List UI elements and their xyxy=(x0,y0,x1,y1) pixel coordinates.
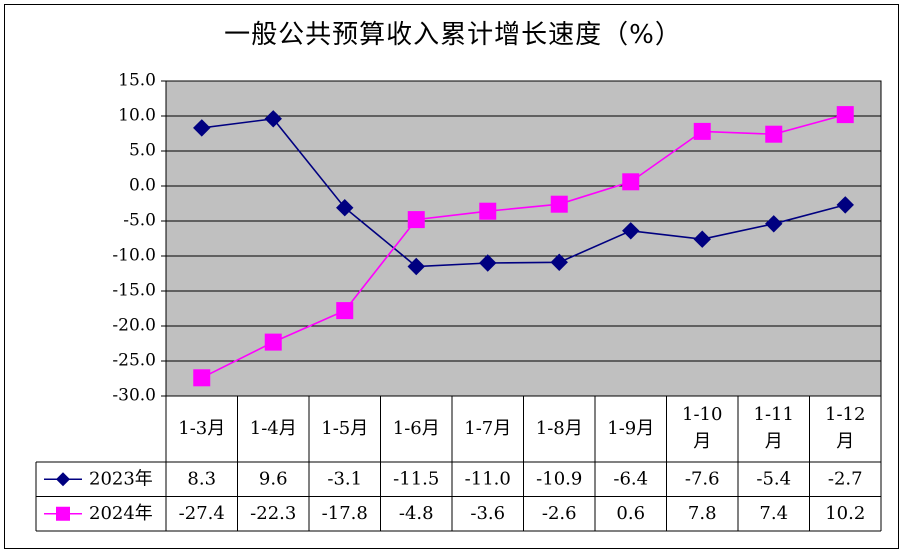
data-point xyxy=(550,195,568,213)
y-tick-label: -10.0 xyxy=(112,246,156,266)
legend-label: 2024年 xyxy=(89,503,153,524)
y-tick-label: -20.0 xyxy=(112,316,156,336)
data-point xyxy=(264,110,282,128)
x-tick-label: 1-10 xyxy=(682,404,722,425)
data-point xyxy=(836,106,854,124)
y-tick-label: -5.0 xyxy=(123,211,156,231)
legend-label: 2023年 xyxy=(89,468,153,489)
data-label: -22.3 xyxy=(250,503,296,524)
data-point xyxy=(264,333,282,351)
data-label: -3.6 xyxy=(470,503,505,524)
data-point xyxy=(765,215,783,233)
data-point xyxy=(193,119,211,137)
x-tick-label: 1-11 xyxy=(754,404,794,425)
x-tick-label: 1-6月 xyxy=(393,418,440,439)
series-line-2024年 xyxy=(201,113,846,379)
x-tick-label: 1-3月 xyxy=(178,418,225,439)
data-label: -7.6 xyxy=(685,468,720,489)
data-point xyxy=(622,222,640,240)
data-label: -2.7 xyxy=(828,468,863,489)
data-label: -11.0 xyxy=(465,468,511,489)
y-tick-label: 5.0 xyxy=(129,141,156,161)
data-label: 9.6 xyxy=(259,468,288,489)
data-point xyxy=(479,202,497,220)
data-point xyxy=(693,122,711,140)
data-label: -17.8 xyxy=(322,503,368,524)
y-tick-label: 15.0 xyxy=(118,71,156,91)
data-label: 10.2 xyxy=(825,503,865,524)
x-tick-label: 1-9月 xyxy=(607,418,654,439)
data-label: -10.9 xyxy=(536,468,582,489)
data-label: 7.4 xyxy=(759,503,788,524)
data-point xyxy=(479,254,497,272)
legend-marker xyxy=(56,506,70,521)
chart-title: 一般公共预算收入累计增长速度（%） xyxy=(224,20,682,50)
x-tick-label: 1-8月 xyxy=(536,418,583,439)
x-tick-label: 1-7月 xyxy=(464,418,511,439)
data-point xyxy=(622,173,640,191)
data-point xyxy=(336,302,354,320)
data-point xyxy=(407,211,425,229)
data-point xyxy=(550,253,568,272)
y-tick-label: 0.0 xyxy=(129,176,156,196)
data-label: -5.4 xyxy=(756,468,791,489)
data-label: -6.4 xyxy=(613,468,648,489)
x-tick-label: 月 xyxy=(836,431,854,452)
data-point xyxy=(693,230,711,248)
y-tick-label: -30.0 xyxy=(112,386,156,406)
y-tick-label: -15.0 xyxy=(112,281,156,301)
x-tick-label: 月 xyxy=(765,431,783,452)
data-label: -4.8 xyxy=(399,503,434,524)
data-label: -11.5 xyxy=(393,468,439,489)
y-tick-label: -25.0 xyxy=(112,351,156,371)
data-point xyxy=(765,125,783,143)
data-label: 8.3 xyxy=(187,468,216,489)
data-point xyxy=(836,196,854,214)
legend-marker xyxy=(56,472,70,487)
data-point xyxy=(336,198,354,217)
series-line-2023年 xyxy=(201,117,846,268)
data-label: -2.6 xyxy=(542,503,577,524)
data-label: 7.8 xyxy=(688,503,717,524)
x-tick-label: 月 xyxy=(693,431,711,452)
data-label: -27.4 xyxy=(179,503,225,524)
data-label: -3.1 xyxy=(327,468,362,489)
data-point xyxy=(193,369,211,387)
data-label: 0.6 xyxy=(616,503,645,524)
y-tick-label: 10.0 xyxy=(118,106,156,126)
x-tick-label: 1-12 xyxy=(825,404,865,425)
data-point xyxy=(407,257,425,276)
x-tick-label: 1-4月 xyxy=(250,418,297,439)
x-tick-label: 1-5月 xyxy=(321,418,368,439)
